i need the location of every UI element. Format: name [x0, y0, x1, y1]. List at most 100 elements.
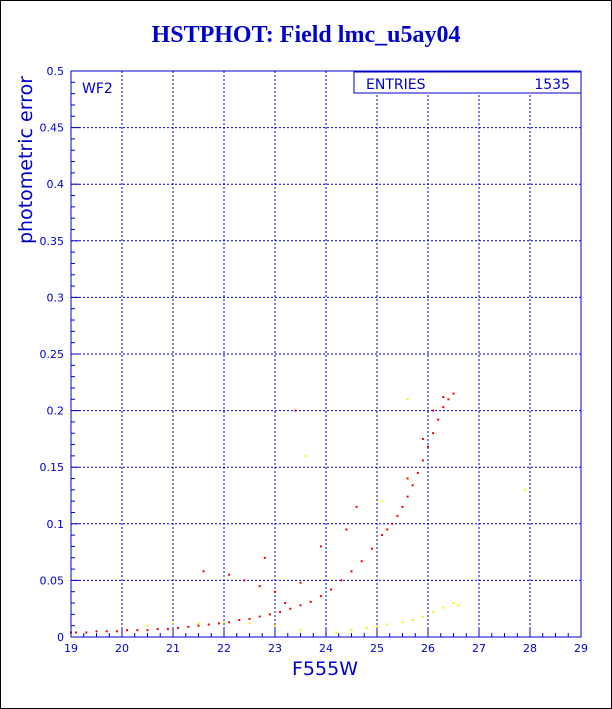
data-point-secondary	[350, 629, 353, 632]
data-point	[432, 409, 435, 412]
data-point	[197, 624, 200, 627]
data-point	[345, 528, 348, 531]
data-point	[350, 570, 353, 573]
data-point-secondary	[376, 625, 378, 628]
y-tick-label: 0	[57, 631, 64, 644]
data-point	[432, 432, 435, 435]
x-tick-label: 28	[523, 642, 537, 655]
data-point	[452, 392, 455, 395]
data-point	[442, 406, 445, 409]
y-tick-label: 0.2	[47, 405, 65, 418]
data-point	[85, 631, 88, 634]
data-point	[126, 629, 129, 632]
stats-box: ENTRIES 1535	[353, 71, 582, 94]
data-point	[299, 581, 302, 584]
ticks	[70, 70, 582, 638]
data-point-secondary	[172, 622, 174, 625]
data-point	[406, 477, 409, 480]
data-point-secondary	[421, 615, 424, 618]
data-point	[340, 579, 343, 582]
grid	[71, 71, 581, 637]
data-point	[437, 418, 440, 421]
data-point	[309, 600, 312, 603]
data-point	[75, 631, 78, 634]
data-point-secondary	[365, 626, 368, 629]
data-point-secondary	[274, 624, 276, 627]
x-tick-label: 23	[268, 642, 282, 655]
chart-title: HSTPHOT: Field lmc_u5ay04	[151, 22, 461, 48]
x-tick-label: 22	[217, 642, 231, 655]
data-point	[411, 484, 414, 487]
data-point	[202, 570, 205, 573]
data-point	[396, 514, 399, 517]
x-tick-label: 21	[166, 642, 180, 655]
data-point	[228, 621, 231, 624]
x-tick-label: 24	[319, 642, 333, 655]
x-tick-label: 19	[64, 642, 78, 655]
data-point	[299, 604, 302, 607]
data-point-secondary	[442, 606, 445, 609]
data-point	[360, 560, 363, 563]
data-point-secondary	[386, 623, 389, 626]
data-point-secondary	[304, 454, 307, 457]
data-point-secondary	[452, 602, 455, 604]
data-point	[238, 619, 241, 621]
x-tick-label: 26	[421, 642, 435, 655]
data-point	[136, 629, 139, 632]
data-point	[406, 495, 409, 498]
data-point	[268, 613, 271, 616]
data-point	[95, 630, 98, 633]
data-point	[263, 556, 266, 559]
data-point	[187, 625, 190, 628]
data-point-secondary	[457, 604, 460, 607]
data-point	[258, 585, 261, 588]
data-point	[115, 630, 118, 633]
data-point	[105, 630, 108, 633]
data-point	[421, 459, 424, 462]
x-tick-label: 20	[115, 642, 129, 655]
y-tick-label: 0.1	[47, 518, 65, 531]
data-point	[447, 398, 450, 401]
data-point	[166, 628, 169, 631]
data-point	[177, 626, 180, 629]
x-axis-label: F555W	[292, 658, 358, 680]
x-tick-label: 27	[472, 642, 486, 655]
data-point-secondary	[401, 621, 404, 624]
data-point-secondary	[248, 622, 251, 625]
data-point	[294, 409, 297, 412]
data-point-secondary	[197, 622, 200, 625]
y-tick-label: 0.15	[40, 461, 65, 474]
data-point	[386, 528, 389, 531]
data-point	[355, 505, 358, 508]
data-point	[391, 522, 394, 525]
data-point	[258, 615, 261, 618]
data-point	[248, 617, 251, 620]
data-point-secondary	[146, 624, 149, 627]
data-point	[274, 590, 276, 593]
data-point	[442, 396, 445, 398]
panel-label: WF2	[82, 81, 113, 97]
data-point	[284, 602, 287, 604]
data-point-secondary	[223, 621, 225, 624]
data-point-secondary	[432, 611, 435, 614]
x-tick-label: 25	[370, 642, 384, 655]
stats-entries-value: 1535	[534, 77, 570, 93]
data-point	[381, 534, 384, 537]
y-tick-label: 0.35	[40, 235, 65, 248]
data-point	[146, 629, 149, 632]
data-point	[228, 573, 231, 576]
data-point-secondary	[523, 488, 526, 491]
data-point	[156, 628, 159, 631]
y-tick-label: 0.3	[47, 291, 65, 304]
data-point	[319, 545, 322, 548]
data-point-secondary	[299, 629, 302, 632]
y-axis-label: photometric error	[15, 76, 37, 244]
data-point	[427, 445, 429, 448]
stats-box-frame	[353, 71, 582, 94]
y-tick-label: 0.45	[40, 122, 65, 135]
data-point	[243, 579, 246, 582]
data-point	[330, 588, 333, 591]
data-point	[416, 471, 419, 474]
data-point	[217, 622, 220, 625]
